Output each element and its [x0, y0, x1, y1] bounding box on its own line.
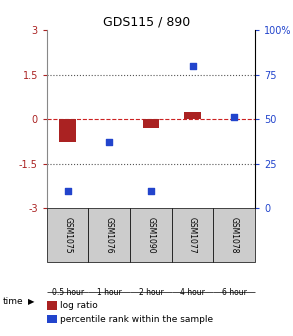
Text: 2 hour: 2 hour — [139, 288, 163, 297]
Text: 0.5 hour: 0.5 hour — [52, 288, 84, 297]
Point — [107, 140, 112, 145]
Bar — [143, 119, 159, 128]
Text: 4 hour: 4 hour — [180, 288, 205, 297]
Point — [149, 188, 153, 193]
Bar — [172, 208, 213, 262]
Point — [65, 188, 70, 193]
Text: GSM1078: GSM1078 — [230, 217, 239, 253]
Text: time: time — [3, 297, 23, 305]
Bar — [184, 112, 201, 119]
Point — [232, 115, 236, 120]
Bar — [88, 208, 130, 262]
Text: GSM1077: GSM1077 — [188, 217, 197, 254]
Point — [190, 63, 195, 69]
Text: log ratio: log ratio — [60, 301, 98, 310]
Bar — [213, 208, 255, 262]
Bar — [130, 208, 172, 262]
Text: GDS115 / 890: GDS115 / 890 — [103, 15, 190, 28]
Text: percentile rank within the sample: percentile rank within the sample — [60, 315, 213, 324]
Text: 1 hour: 1 hour — [97, 288, 122, 297]
Bar — [47, 208, 88, 262]
Text: 6 hour: 6 hour — [222, 288, 246, 297]
Text: GSM1075: GSM1075 — [63, 217, 72, 254]
Text: GSM1076: GSM1076 — [105, 217, 114, 254]
Text: ▶: ▶ — [28, 297, 34, 305]
Text: GSM1090: GSM1090 — [146, 217, 155, 254]
Bar — [59, 119, 76, 141]
